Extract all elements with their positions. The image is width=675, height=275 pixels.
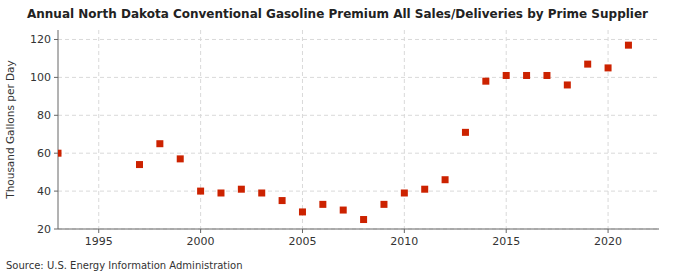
y-grid-line bbox=[58, 115, 659, 116]
x-tick bbox=[302, 229, 303, 233]
x-tick bbox=[506, 229, 507, 233]
y-grid-line bbox=[58, 229, 659, 230]
source-note: Source: U.S. Energy Information Administ… bbox=[6, 260, 243, 271]
y-tick-label: 40 bbox=[37, 185, 51, 198]
chart-svg: 19952000200520102015202020406080100120Th… bbox=[0, 0, 675, 275]
x-tick-label: 1995 bbox=[85, 235, 113, 248]
point bbox=[217, 189, 224, 196]
x-tick bbox=[98, 229, 99, 233]
y-grid-line bbox=[58, 191, 659, 192]
point bbox=[462, 129, 469, 136]
grid bbox=[58, 30, 659, 229]
point bbox=[319, 201, 326, 208]
chart-container: 19952000200520102015202020406080100120Th… bbox=[0, 0, 675, 275]
point bbox=[503, 72, 510, 79]
y-grid-line bbox=[58, 153, 659, 154]
x-tick-label: 2000 bbox=[187, 235, 215, 248]
points bbox=[58, 42, 632, 223]
y-tick bbox=[54, 39, 58, 40]
y-tick bbox=[54, 191, 58, 192]
x-tick-label: 2020 bbox=[594, 235, 622, 248]
point bbox=[279, 197, 286, 204]
x-grid-line bbox=[200, 30, 201, 229]
point bbox=[625, 42, 632, 49]
point bbox=[197, 188, 204, 195]
point bbox=[564, 81, 571, 88]
y-axis: 20 40 60 80 100 120 bbox=[30, 33, 58, 236]
y-tick-label: 20 bbox=[37, 223, 51, 236]
y-tick-label: 60 bbox=[37, 147, 51, 160]
x-tick-label: 2015 bbox=[492, 235, 520, 248]
x-tick bbox=[608, 229, 609, 233]
point bbox=[299, 208, 306, 215]
x-axis-line bbox=[58, 229, 659, 230]
x-grid-line bbox=[302, 30, 303, 229]
point bbox=[523, 72, 530, 79]
point bbox=[177, 155, 184, 162]
x-grid-line bbox=[98, 30, 99, 229]
x-grid-line bbox=[608, 30, 609, 229]
point bbox=[136, 161, 143, 168]
y-tick bbox=[54, 77, 58, 78]
point bbox=[584, 61, 591, 68]
x-tick bbox=[200, 229, 201, 233]
y-tick-label: 80 bbox=[37, 109, 51, 122]
point bbox=[482, 78, 489, 85]
y-axis-label: Thousand Gallons per Day bbox=[4, 60, 16, 200]
title: Annual North Dakota Conventional Gasolin… bbox=[27, 7, 648, 21]
y-tick bbox=[54, 115, 58, 116]
x-tick-label: 2010 bbox=[390, 235, 418, 248]
point bbox=[340, 207, 347, 214]
y-grid-line bbox=[58, 39, 659, 40]
y-tick bbox=[54, 229, 58, 230]
x-grid-line bbox=[506, 30, 507, 229]
point bbox=[360, 216, 367, 223]
point bbox=[58, 150, 62, 157]
x-tick bbox=[404, 229, 405, 233]
point bbox=[238, 186, 245, 193]
y-tick-label: 120 bbox=[30, 33, 51, 46]
point bbox=[258, 189, 265, 196]
x-axis: 1995 2000 2005 2010 2015 2020 bbox=[85, 229, 622, 248]
y-axis-line bbox=[58, 30, 59, 229]
y-tick-label: 100 bbox=[30, 71, 51, 84]
point bbox=[156, 140, 163, 147]
point bbox=[442, 176, 449, 183]
x-tick-label: 2005 bbox=[288, 235, 316, 248]
point bbox=[543, 72, 550, 79]
y-tick bbox=[54, 153, 58, 154]
point bbox=[421, 186, 428, 193]
point bbox=[605, 64, 612, 71]
x-grid-line bbox=[404, 30, 405, 229]
point bbox=[380, 201, 387, 208]
y-grid-line bbox=[58, 77, 659, 78]
point bbox=[401, 189, 408, 196]
